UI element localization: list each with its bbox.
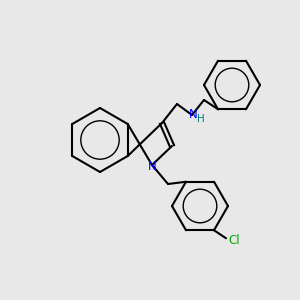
Text: Cl: Cl (228, 234, 240, 247)
Text: N: N (148, 160, 156, 172)
Text: H: H (197, 114, 205, 124)
Text: N: N (189, 107, 197, 121)
